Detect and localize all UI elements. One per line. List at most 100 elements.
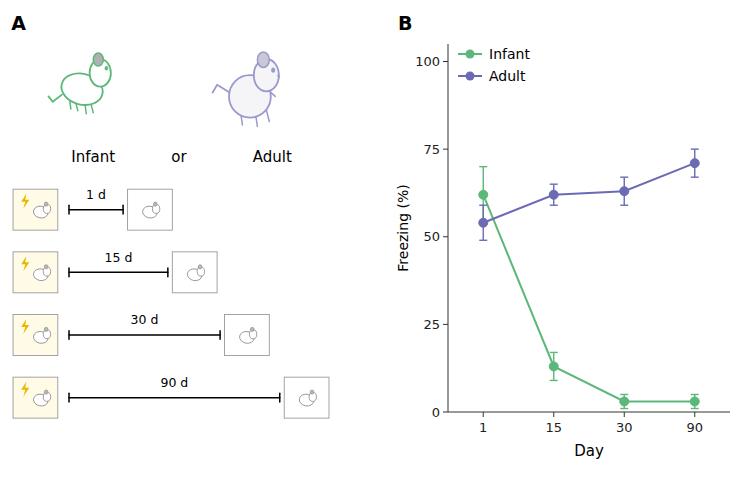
series-line [483, 195, 695, 402]
interval-label: 30 d [131, 312, 159, 327]
x-tick-label: 30 [616, 420, 633, 435]
test-box [284, 377, 329, 418]
mini-mouse-ear [310, 390, 314, 394]
error-bar [479, 205, 487, 240]
figure: AInfantorAdult1 d15 d30 d90 dB0255075100… [0, 0, 746, 482]
y-tick [443, 324, 448, 325]
shock-bolt [21, 256, 29, 271]
infant-mouse [48, 53, 110, 114]
error-bar-cap [620, 176, 628, 177]
legend-label: Infant [489, 46, 530, 62]
legend-marker [466, 50, 475, 59]
mini-mouse-ear [153, 202, 157, 206]
error-bar-cap [691, 408, 699, 409]
error-bar [691, 149, 699, 177]
error-bar-cap [691, 394, 699, 395]
y-tick-label: 75 [423, 142, 440, 157]
shock-box [13, 377, 58, 418]
x-tick-label: 15 [545, 420, 562, 435]
panel-label: B [398, 12, 412, 34]
series-line [483, 163, 695, 223]
mini-mouse-ear [44, 202, 48, 206]
error-bar-cap [550, 380, 558, 381]
annotation: or [171, 148, 187, 166]
point [479, 218, 488, 227]
x-tick [624, 412, 625, 417]
interval-end [219, 331, 221, 340]
x-axis-label: Day [574, 442, 604, 460]
y-tick [443, 149, 448, 150]
point [549, 190, 558, 199]
x-axis [448, 412, 730, 413]
x-tick [694, 412, 695, 417]
point [690, 397, 699, 406]
mouse-nose [278, 76, 279, 77]
y-axis [448, 44, 449, 412]
error-bar-cap [691, 176, 699, 177]
mini-mouse-ear [44, 265, 48, 269]
interval-end [68, 331, 70, 340]
mouse-eye [105, 66, 108, 70]
mini-mouse-ear [250, 327, 254, 331]
point [690, 159, 699, 168]
annotation: Infant [71, 148, 115, 166]
test-box [128, 189, 173, 230]
interval-label: 15 d [105, 250, 133, 265]
y-tick-label: 100 [415, 54, 440, 69]
point [549, 362, 558, 371]
interval-end [122, 205, 124, 214]
shock-box [13, 252, 58, 293]
panel-b: B02550751001153090DayFreezing (%)InfantA… [395, 12, 730, 460]
series [479, 167, 700, 409]
error-bar [620, 394, 628, 408]
error-bar-cap [620, 408, 628, 409]
interval-bar [69, 334, 220, 336]
panel-a: AInfantorAdult1 d15 d30 d90 d [11, 12, 329, 418]
test-box [225, 315, 270, 356]
error-bar-cap [479, 166, 487, 167]
error-bar [620, 177, 628, 205]
y-tick [443, 412, 448, 413]
interval-end [68, 205, 70, 214]
shock-bolt [21, 319, 29, 334]
y-tick-label: 25 [423, 317, 440, 332]
mouse-tail [213, 85, 230, 93]
test-box [172, 252, 217, 293]
interval-end [68, 393, 70, 402]
shock-box [13, 189, 58, 230]
error-bar-cap [550, 183, 558, 184]
error-bar-cap [479, 205, 487, 206]
timeline-row: 30 d [13, 312, 269, 355]
x-tick [483, 412, 484, 417]
annotation: Adult [253, 148, 292, 166]
adult-mouse [213, 52, 280, 126]
mouse-leg [256, 116, 257, 126]
y-tick [443, 236, 448, 237]
interval-label: 1 d [86, 187, 106, 202]
error-bar-cap [550, 205, 558, 206]
background [0, 0, 746, 482]
error-bar-cap [620, 205, 628, 206]
shock-bolt [21, 382, 29, 397]
timeline-row: 1 d [13, 187, 172, 230]
x-tick-label: 90 [686, 420, 703, 435]
error-bar-cap [479, 240, 487, 241]
legend: Infant Adult [458, 46, 530, 84]
y-axis-label: Freezing (%) [395, 184, 411, 271]
interval-end [279, 393, 281, 402]
mini-mouse-ear [44, 327, 48, 331]
x-tick [553, 412, 554, 417]
mouse-ear [257, 52, 269, 67]
error-bar [691, 394, 699, 408]
interval-bar [69, 397, 280, 399]
timeline-row: 90 d [13, 375, 329, 418]
x-tick-label: 1 [479, 420, 487, 435]
interval-end [167, 268, 169, 277]
mouse-eye [271, 68, 275, 73]
legend-marker [466, 72, 475, 81]
shock-box [13, 315, 58, 356]
interval-bar [69, 272, 168, 274]
legend-label: Adult [489, 68, 526, 84]
point [620, 187, 629, 196]
y-tick-label: 50 [423, 229, 440, 244]
